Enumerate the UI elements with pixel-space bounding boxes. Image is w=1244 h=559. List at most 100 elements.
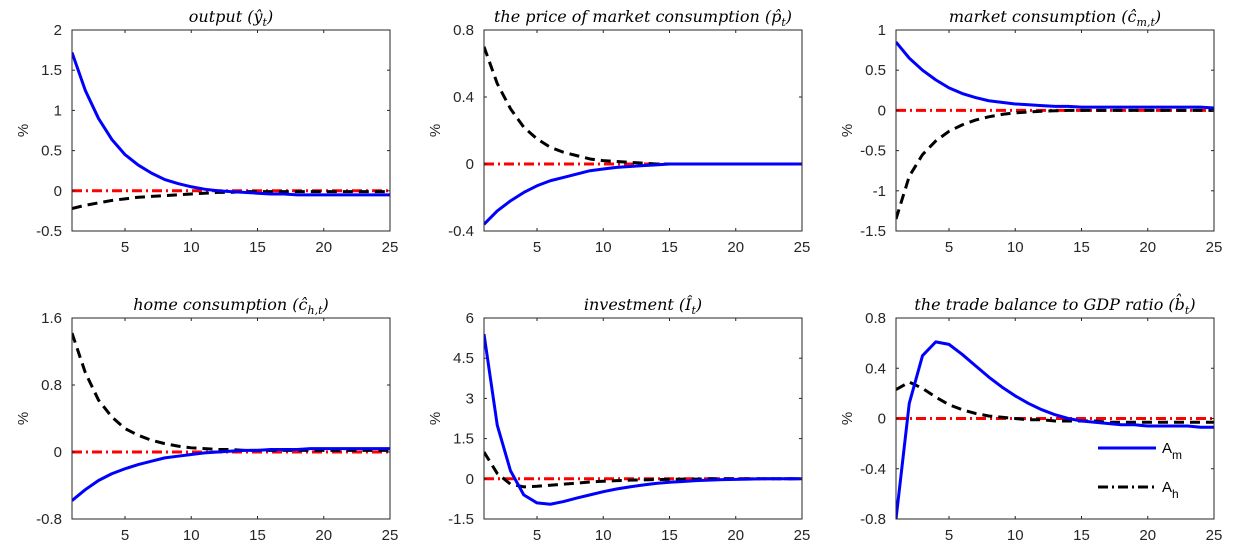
x-tick-label: 10 xyxy=(595,239,612,256)
y-tick-label: 0.8 xyxy=(453,22,474,39)
x-tick-label: 10 xyxy=(183,239,200,256)
y-tick-label: 0.4 xyxy=(865,360,886,377)
series-line-a-m xyxy=(484,333,802,506)
y-tick-label: 0.8 xyxy=(865,310,886,327)
subplot-title: the trade balance to GDP ratio (b̂t) xyxy=(914,294,1195,317)
y-tick-label: 1.5 xyxy=(453,431,474,448)
x-tick-label: 20 xyxy=(1139,527,1156,544)
y-tick-label: 0.8 xyxy=(41,377,62,394)
subplot-title: home consumption (ĉh,t) xyxy=(133,295,329,317)
series-lines xyxy=(896,340,1214,519)
legend-label-a-m: Am xyxy=(1162,440,1182,462)
y-tick-label: -1.5 xyxy=(860,223,886,240)
legend-label-a-h: Ah xyxy=(1162,479,1179,501)
series-line-a-m xyxy=(72,447,390,502)
series-lines xyxy=(896,41,1214,220)
y-tick-label: -0.5 xyxy=(36,223,62,240)
x-tick-label: 25 xyxy=(1206,239,1223,256)
x-tick-label: 25 xyxy=(794,239,811,256)
x-tick-label: 15 xyxy=(249,527,266,544)
subplot-6: 5 10 15 20 25 -0.8 -0.4 0 0.4 0.8% the trade balan… xyxy=(839,294,1222,544)
x-tick-label: 25 xyxy=(382,527,399,544)
y-tick-label: 0 xyxy=(54,444,62,461)
x-tick-label: 5 xyxy=(945,527,953,544)
x-tick-label: 15 xyxy=(661,239,678,256)
x-tick-label: 5 xyxy=(121,239,129,256)
x-tick-label: 25 xyxy=(382,239,399,256)
axis-box xyxy=(483,317,803,520)
subplot-1: 5 10 15 20 25 -0.5 0 0.5 1 1.5 2% output (ŷt) xyxy=(15,7,398,256)
series-line-a-m xyxy=(896,41,1214,110)
y-tick-label: 0.5 xyxy=(41,143,62,160)
x-tick-label: 5 xyxy=(121,527,129,544)
y-tick-label: 0 xyxy=(878,411,886,428)
subplot-4: 5 10 15 20 25 -0.8 0 0.8 1.6% home consumption (ĉ… xyxy=(15,295,398,544)
y-tick-label: 1.6 xyxy=(41,310,62,327)
y-tick-label: 3 xyxy=(466,390,474,407)
x-tick-label: 25 xyxy=(1206,527,1223,544)
x-tick-label: 10 xyxy=(1007,527,1024,544)
x-tick-label: 20 xyxy=(727,239,744,256)
y-tick-label: 1 xyxy=(878,22,886,39)
x-tick-label: 10 xyxy=(183,527,200,544)
series-line-a-m xyxy=(896,340,1214,519)
x-tick-label: 10 xyxy=(595,527,612,544)
subplot-title: investment (Ît) xyxy=(584,294,702,317)
subplot-5: 5 10 15 20 25 -1.5 0 1.5 3 4.5 6% investment (Ît) xyxy=(427,294,810,544)
y-axis-label: % xyxy=(839,124,856,137)
subplot-title: market consumption (ĉm,t) xyxy=(949,7,1161,29)
axis-box xyxy=(895,29,1215,232)
y-axis-label: % xyxy=(427,124,444,137)
x-tick-label: 5 xyxy=(945,239,953,256)
y-tick-label: 1 xyxy=(54,102,62,119)
y-axis-label: % xyxy=(15,124,32,137)
y-tick-label: 2 xyxy=(54,22,62,39)
y-tick-label: 4.5 xyxy=(453,350,474,367)
series-line-a-m xyxy=(484,162,802,226)
series-lines xyxy=(484,333,802,506)
series-lines xyxy=(72,52,390,210)
x-tick-label: 15 xyxy=(1073,527,1090,544)
series-line-a-h xyxy=(72,332,390,452)
series-line-a-h xyxy=(896,108,1214,220)
x-tick-label: 15 xyxy=(249,239,266,256)
x-tick-label: 5 xyxy=(533,527,541,544)
y-tick-label: 6 xyxy=(466,310,474,327)
series-lines xyxy=(72,332,390,502)
series-line-a-h xyxy=(896,380,1214,424)
axis-box xyxy=(71,317,391,520)
series-line-a-m xyxy=(72,52,390,197)
y-tick-label: -0.8 xyxy=(36,511,62,528)
y-tick-label: 0 xyxy=(466,471,474,488)
y-tick-label: -0.5 xyxy=(860,143,886,160)
y-tick-label: -0.4 xyxy=(860,461,886,478)
y-tick-label: 0 xyxy=(54,183,62,200)
subplot-title: output (ŷt) xyxy=(189,7,273,29)
y-axis-label: % xyxy=(839,412,856,425)
x-tick-label: 20 xyxy=(315,527,332,544)
y-tick-label: 0 xyxy=(878,102,886,119)
axis-box xyxy=(71,29,391,232)
axis-box xyxy=(483,29,803,232)
y-tick-label: 0.5 xyxy=(865,62,886,79)
x-tick-label: 15 xyxy=(1073,239,1090,256)
x-tick-label: 20 xyxy=(727,527,744,544)
y-tick-label: 0.4 xyxy=(453,89,474,106)
x-tick-label: 5 xyxy=(533,239,541,256)
x-tick-label: 20 xyxy=(315,239,332,256)
y-tick-label: 0 xyxy=(466,156,474,173)
x-tick-label: 20 xyxy=(1139,239,1156,256)
x-tick-label: 10 xyxy=(1007,239,1024,256)
subplot-2: 5 10 15 20 25 -0.4 0 0.4 0.8% the price of market… xyxy=(427,7,810,256)
y-axis-label: % xyxy=(15,412,32,425)
subplot-title: the price of market consumption (p̂t) xyxy=(494,7,792,29)
y-tick-label: -0.8 xyxy=(860,511,886,528)
y-tick-label: -1.5 xyxy=(448,511,474,528)
y-tick-label: -0.4 xyxy=(448,223,474,240)
series-lines xyxy=(484,46,802,226)
x-tick-label: 25 xyxy=(794,527,811,544)
legend: Am Ah xyxy=(1098,440,1182,501)
x-tick-label: 15 xyxy=(661,527,678,544)
